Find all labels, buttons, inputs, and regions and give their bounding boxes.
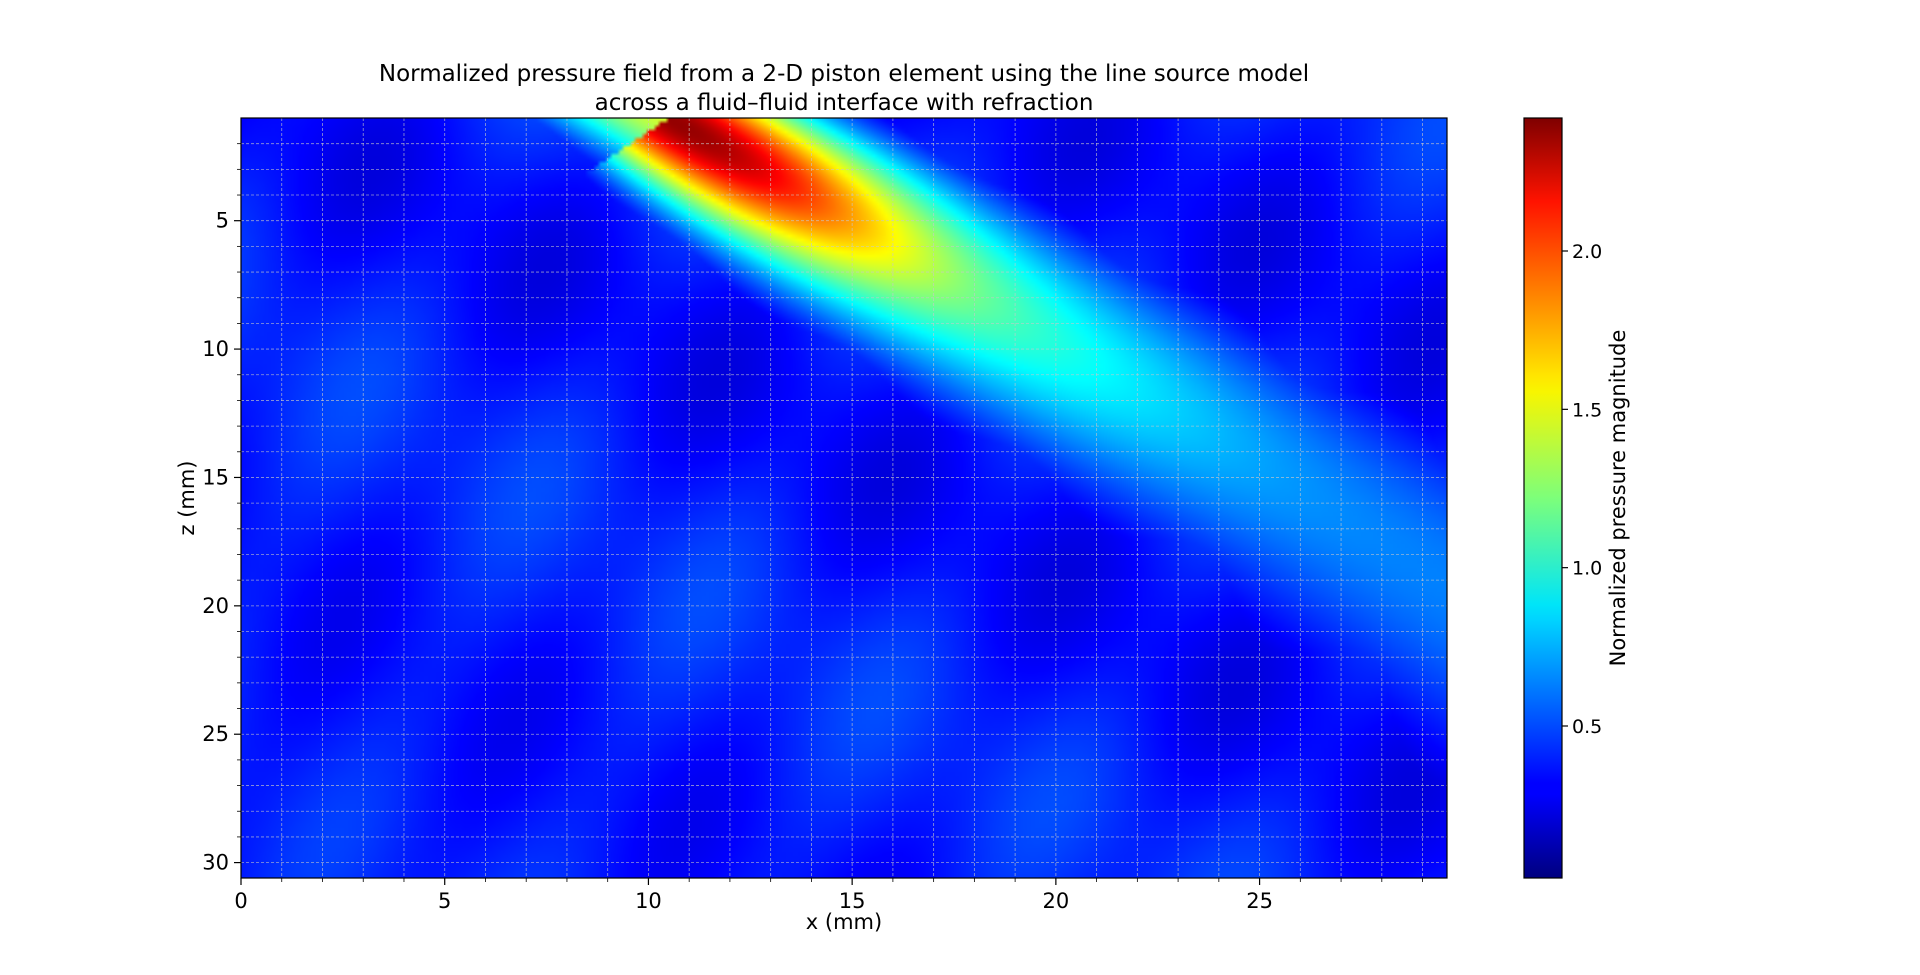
x-tick-label: 15 bbox=[839, 889, 866, 913]
y-tick-label: 15 bbox=[202, 465, 229, 489]
x-tick-label: 0 bbox=[234, 889, 247, 913]
colorbar-label: Normalized pressure magnitude bbox=[1606, 330, 1630, 667]
chart-title-line-2: across a fluid–fluid interface with refr… bbox=[595, 90, 1094, 116]
x-tick-label: 25 bbox=[1246, 889, 1273, 913]
y-tick-label: 20 bbox=[202, 594, 229, 618]
heatmap-image bbox=[241, 118, 1447, 878]
colorbar bbox=[1523, 117, 1563, 879]
colorbar-ticks: 0.5 1.0 1.5 2.0 bbox=[1562, 241, 1602, 738]
x-tick-label: 10 bbox=[635, 889, 662, 913]
y-axis-label: z (mm) bbox=[175, 461, 199, 536]
colorbar-tick-label: 0.5 bbox=[1572, 716, 1602, 738]
colorbar-tick-label: 1.0 bbox=[1572, 558, 1602, 580]
chart-title-line-1: Normalized pressure field from a 2-D pis… bbox=[379, 61, 1309, 87]
colorbar-tick-label: 1.5 bbox=[1572, 399, 1602, 421]
x-axis: 0 5 10 15 20 25 bbox=[234, 878, 1423, 913]
heatmap-area bbox=[241, 118, 1447, 878]
y-axis: 5 10 15 20 25 30 bbox=[202, 143, 241, 875]
x-axis-label: x (mm) bbox=[806, 910, 882, 934]
plot-frame bbox=[240, 117, 1448, 879]
x-tick-label: 5 bbox=[438, 889, 451, 913]
y-tick-label: 10 bbox=[202, 337, 229, 361]
x-tick-label: 20 bbox=[1042, 889, 1069, 913]
y-tick-label: 30 bbox=[202, 851, 229, 875]
y-tick-label: 25 bbox=[202, 722, 229, 746]
colorbar-tick-label: 2.0 bbox=[1572, 241, 1602, 263]
y-tick-label: 5 bbox=[216, 209, 229, 233]
grid-lines bbox=[240, 117, 1447, 878]
